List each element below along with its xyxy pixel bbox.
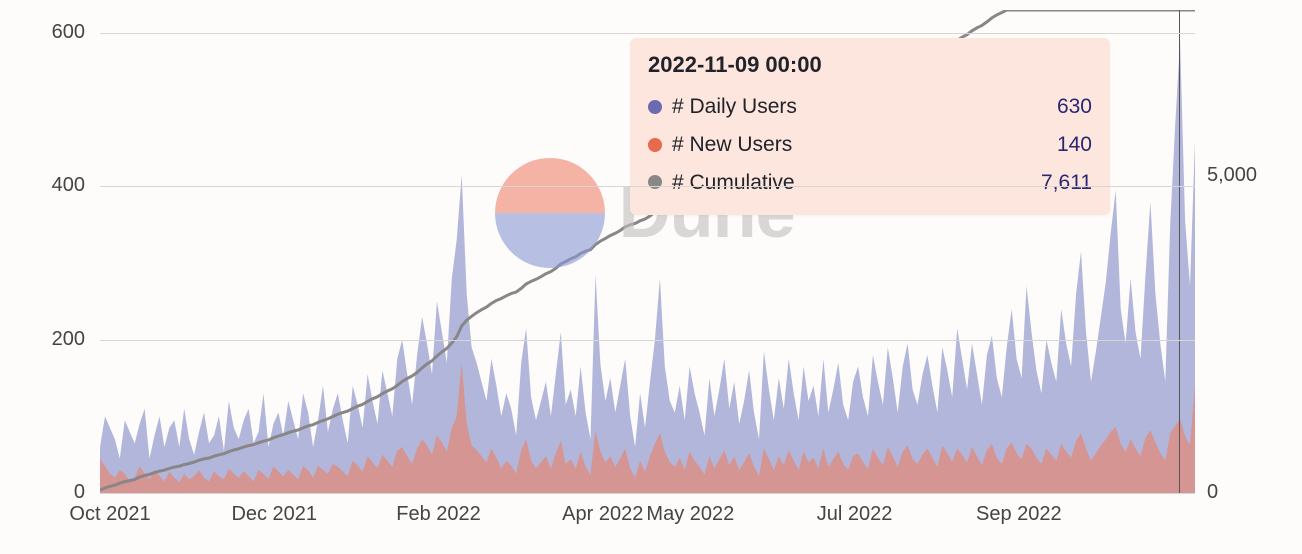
hover-tooltip: 2022-11-09 00:00 # Daily Users630# New U…: [630, 38, 1110, 215]
tooltip-series-label: # Daily Users: [672, 88, 1057, 126]
gridline: [100, 340, 1195, 341]
y-left-tick-label: 200: [0, 328, 85, 351]
x-tick-label: Jul 2022: [790, 503, 920, 526]
x-tick-label: May 2022: [625, 503, 755, 526]
y-right-tick-label: 0: [1207, 481, 1218, 504]
series-marker-icon: [648, 175, 662, 189]
tooltip-series-value: 140: [1057, 126, 1092, 164]
x-tick-label: Dec 2021: [209, 503, 339, 526]
chart-container: Dune 2022-11-09 00:00 # Daily Users630# …: [0, 0, 1302, 554]
tooltip-series-value: 630: [1057, 88, 1092, 126]
tooltip-row: # New Users140: [648, 126, 1092, 164]
tooltip-series-label: # New Users: [672, 126, 1057, 164]
gridline: [100, 186, 1195, 187]
gridline: [100, 493, 1195, 494]
tooltip-row: # Daily Users630: [648, 88, 1092, 126]
gridline: [100, 33, 1195, 34]
hover-indicator-line: [1179, 10, 1180, 493]
x-tick-label: Sep 2022: [954, 503, 1084, 526]
y-right-tick-label: 5,000: [1207, 164, 1257, 187]
tooltip-row: # Cumulative7,611: [648, 164, 1092, 202]
x-tick-label: Oct 2021: [45, 503, 175, 526]
series-marker-icon: [648, 138, 662, 152]
dune-logo-icon: [495, 158, 605, 268]
series-marker-icon: [648, 100, 662, 114]
tooltip-series-label: # Cumulative: [672, 164, 1041, 202]
tooltip-series-value: 7,611: [1041, 164, 1092, 202]
y-left-tick-label: 0: [0, 481, 85, 504]
y-left-tick-label: 600: [0, 21, 85, 44]
y-left-tick-label: 400: [0, 174, 85, 197]
tooltip-title: 2022-11-09 00:00: [648, 52, 1092, 78]
x-tick-label: Feb 2022: [374, 503, 504, 526]
